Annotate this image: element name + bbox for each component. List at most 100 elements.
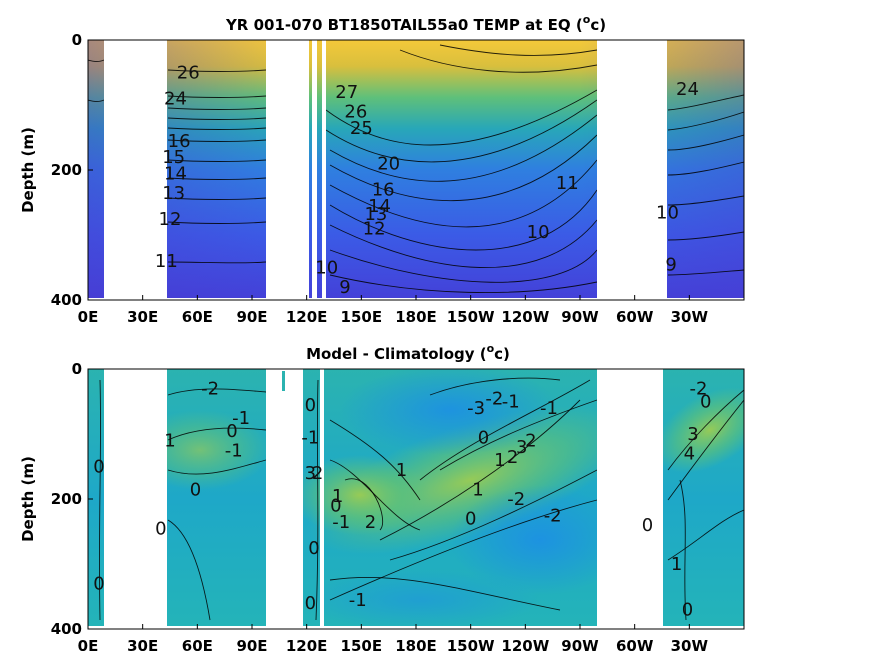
top-contour-label: 10 [656, 202, 679, 223]
bottom-contours [98, 377, 744, 621]
bottom-contour-label: -1 [502, 392, 520, 413]
top-y-axis-label: Depth (m) [19, 127, 37, 213]
bottom-contour-label: 2 [312, 463, 323, 484]
bottom-contour-label: 0 [226, 421, 237, 442]
top-y-tick-label: 200 [51, 161, 82, 179]
top-contour-label: 16 [168, 131, 191, 152]
bottom-contour-label: 0 [330, 496, 341, 517]
bottom-contour-label: -1 [232, 408, 250, 429]
bottom-contour-label: 1 [396, 460, 407, 481]
top-contour-label: 15 [162, 147, 185, 168]
bottom-contour-label: 2 [507, 447, 518, 468]
bottom-contour-label: -2 [507, 489, 525, 510]
top-contour-label: 9 [665, 254, 676, 275]
top-contour-label: 13 [364, 204, 387, 225]
bottom-contour-label: 2 [525, 431, 536, 452]
top-land-gaps [88, 40, 744, 300]
bottom-contour-label: -1 [349, 590, 367, 611]
top-x-tick-label: 60E [182, 308, 213, 326]
bottom-contour-label: 1 [164, 431, 175, 452]
bottom-contour-label: 3 [516, 437, 527, 458]
bottom-x-ticks: 0E 30E 60E 90E 120E 150E 180E 150W 120W 90W 60W 30W [78, 624, 709, 655]
top-contour-label: 9 [339, 277, 350, 298]
top-contour-label: 20 [377, 154, 400, 175]
bottom-x-tick-label: 120W [501, 637, 549, 655]
bottom-contour-label: 0 [642, 515, 653, 536]
top-x-ticks: 0E 30E 60E 90E 120E 150E 180E 150W 120W 90W 60W 30W [78, 295, 709, 326]
top-contour-label: 10 [527, 222, 550, 243]
top-contour-label: 14 [164, 163, 187, 184]
top-contour-label: 26 [177, 63, 200, 84]
top-contour-label: 24 [164, 89, 187, 110]
top-x-tick-label: 0E [78, 308, 99, 326]
bottom-x-tick-label: 90W [561, 637, 599, 655]
top-contours [88, 44, 744, 293]
bottom-contour-label: -2 [485, 388, 503, 409]
bottom-contour-label: 0 [478, 427, 489, 448]
bottom-land-gaps [88, 369, 744, 629]
top-contour-label: 11 [556, 173, 579, 194]
top-x-tick-label: 30W [671, 308, 709, 326]
bottom-contour-label: -3 [467, 398, 485, 419]
top-x-tick-label: 30E [127, 308, 158, 326]
top-field: 2624161514131211272625201614131210911102… [88, 40, 744, 300]
bottom-y-tick-label: 400 [51, 620, 82, 638]
top-x-tick-label: 120W [501, 308, 549, 326]
bottom-x-tick-label: 90E [236, 637, 267, 655]
bottom-contour-label: 2 [365, 512, 376, 533]
bottom-contour-label: -2 [544, 505, 562, 526]
top-y-tick-label: 0 [72, 31, 82, 49]
bottom-contour-label: -2 [689, 379, 707, 400]
bottom-y-ticks: 0 200 400 [51, 360, 93, 638]
top-contour-label: 13 [162, 183, 185, 204]
bottom-x-tick-label: 180E [395, 637, 437, 655]
top-y-ticks: 0 200 400 [51, 31, 93, 309]
bottom-contour-label: 0 [308, 538, 319, 559]
top-contour-label: 25 [350, 118, 373, 139]
bottom-x-tick-label: 60W [616, 637, 654, 655]
bottom-x-tick-label: 150W [447, 637, 495, 655]
top-x-tick-label: 90E [236, 308, 267, 326]
bottom-contour-label: -1 [332, 512, 350, 533]
bottom-contour-label: 1 [332, 486, 343, 507]
top-x-tick-label: 150W [447, 308, 495, 326]
top-contour-labels: 2624161514131211272625201614131210911102… [155, 63, 699, 299]
bottom-x-tick-label: 150E [341, 637, 383, 655]
bottom-x-tick-label: 60E [182, 637, 213, 655]
top-x-tick-label: 180E [395, 308, 437, 326]
top-x-tick-label: 60W [616, 308, 654, 326]
top-contour-label: 14 [368, 196, 391, 217]
bottom-contour-label: 0 [305, 395, 316, 416]
bottom-contour-label: -2 [201, 379, 219, 400]
top-contour-label: 24 [676, 79, 699, 100]
top-contour-label: 27 [335, 82, 358, 103]
top-title: YR 001-070 BT1850TAIL55a0 TEMP at EQ (oc… [225, 13, 606, 34]
bottom-y-tick-label: 0 [72, 360, 82, 378]
bottom-contour-label: -1 [301, 427, 319, 448]
bottom-contour-label: 0 [190, 479, 201, 500]
top-panel: 2624161514131211272625201614131210911102… [19, 13, 745, 326]
top-contour-label: 12 [159, 209, 182, 230]
bottom-y-tick-label: 200 [51, 490, 82, 508]
bottom-contour-label: 3 [305, 463, 316, 484]
bottom-contour-label: 0 [155, 518, 166, 539]
top-x-tick-label: 90W [561, 308, 599, 326]
bottom-contour-label: 0 [93, 457, 104, 478]
bottom-contour-label: 0 [682, 600, 693, 621]
bottom-contour-label: 0 [93, 574, 104, 595]
bottom-contour-label: 0 [305, 593, 316, 614]
bottom-x-tick-label: 0E [78, 637, 99, 655]
top-x-tick-label: 120E [286, 308, 328, 326]
top-contour-label: 11 [155, 251, 178, 272]
bottom-x-tick-label: 30W [671, 637, 709, 655]
top-contour-label: 26 [344, 102, 367, 123]
top-contour-label: 16 [372, 180, 395, 201]
bottom-contour-label: 0 [700, 392, 711, 413]
bottom-contour-label: 1 [472, 479, 483, 500]
top-y-tick-label: 400 [51, 291, 82, 309]
bottom-contour-label: 0 [465, 509, 476, 530]
